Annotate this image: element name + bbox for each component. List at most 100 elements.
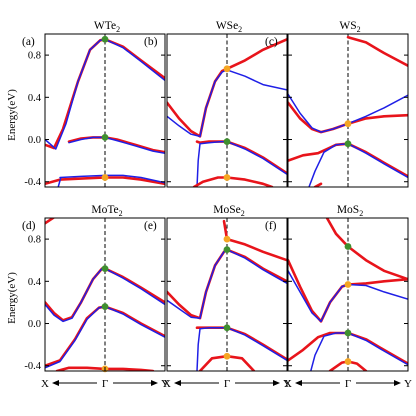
band-line-blue [196,326,287,371]
kpath-arrowhead-left [174,380,181,386]
kpath-label-gamma: Γ [345,378,351,390]
band-line-blue [196,140,287,187]
y-tick-label: 0.4 [28,93,42,104]
panel-title: MoS2 [337,204,363,218]
kpath-label-y: Y [161,378,169,390]
panel-tag: (e) [144,220,157,232]
kpath-label-gamma: Γ [102,378,108,390]
band-line-blue [45,38,165,150]
gamma-marker-green [101,35,109,43]
panel-title-main: MoTe [91,204,118,216]
band-line-blue [288,270,408,323]
panel-4: 0.8 0.4 0.0 -0.4 (d) MoTe2 X Γ Y [22,204,169,390]
gamma-marker-green [344,329,352,337]
band-line-blue [310,332,408,371]
kpath-label-x: X [163,378,171,390]
panel-title-main: WS [339,20,356,32]
gamma-marker-green [223,324,231,332]
y-tick-label: 0.0 [28,135,41,146]
band-line-blue [45,305,165,369]
gamma-marker-orange [223,174,231,181]
panel-tag: (f) [265,220,277,232]
y-tick-label: 0.0 [28,319,41,330]
band-lines [45,37,165,187]
kpath-label-gamma: Γ [224,378,230,390]
kpath-label-x: X [41,378,49,390]
panel-title-sub: 2 [359,209,363,218]
band-line-blue [167,69,287,138]
panel-3: (c) WS2 [265,20,409,188]
kpath-arrowhead-right [394,380,401,386]
gamma-marker-green [344,243,352,250]
gamma-marker-orange [344,120,352,128]
panel-title-sub: 2 [357,25,361,34]
gamma-marker-orange [344,358,352,365]
kpath-arrowhead-left [295,380,302,386]
band-lines [288,35,408,187]
band-line-blue [57,177,62,187]
panel-title: MoSe2 [213,204,244,218]
y-tick-label: 0.8 [28,51,41,62]
band-line-red [195,326,287,361]
gamma-marker-green [223,138,231,146]
band-line-red [192,176,274,187]
panel-title-main: WTe [94,20,116,32]
gamma-marker-green [223,246,231,254]
kpath-arrowhead-right [273,380,280,386]
panel-title-main: WSe [216,20,238,32]
panel-2: (b) WSe2 [144,20,288,188]
band-line-red [45,218,56,225]
y-tick-label: -0.4 [24,177,41,188]
kpath-arrowhead-left [52,380,59,386]
band-line-red [313,182,323,187]
band-line-blue [45,267,165,323]
gamma-marker-orange [101,174,109,181]
y-tick-label: 0.8 [28,235,41,246]
panel-title: WTe2 [94,20,120,34]
panel-title-sub: 2 [238,25,242,34]
gamma-marker-orange [223,235,231,243]
y-tick-label: 0.4 [28,277,42,288]
gamma-marker-green [344,140,352,148]
kpath-label-y: Y [404,378,412,390]
panel-tag: (d) [22,220,36,232]
panel-title-sub: 2 [119,209,123,218]
panel-tag: (c) [265,36,278,48]
panel-6: (f) MoS2 X Γ Y [265,204,412,390]
panel-title: MoTe2 [91,204,122,218]
y-axis-label-top: Energy(eV) [6,89,18,141]
band-line-blue [59,174,165,184]
y-tick-label: -0.4 [24,361,41,372]
panel-5: (e) MoSe2 X Γ Y [144,204,291,390]
gamma-marker-green [101,265,109,273]
panel-1: 0.8 0.4 0.0 -0.4 (a) WTe2 [22,20,166,188]
gamma-marker-green [101,303,109,311]
panel-title-main: MoSe [213,204,240,216]
kpath-label-y: Y [283,378,291,390]
gamma-marker-orange [344,281,352,288]
band-lines [167,219,287,371]
panel-tag: (a) [22,36,35,48]
band-line-red [222,219,287,262]
panel-title-sub: 2 [241,209,245,218]
kpath-label-x: X [284,378,292,390]
band-line-red [195,140,287,175]
panel-tag: (b) [144,36,158,48]
band-line-blue [167,248,287,319]
gamma-marker-green [101,134,109,141]
panel-title: WSe2 [216,20,242,34]
y-axis-label-bottom: Energy(eV) [6,272,18,324]
panel-title-sub: 2 [116,25,120,34]
panel-title-main: MoS [337,204,359,216]
kpath-arrowhead-right [151,380,158,386]
gamma-marker-orange [223,352,231,360]
band-line-red [325,218,408,281]
panel-title: WS2 [339,20,360,34]
band-line-blue [68,136,165,154]
gamma-marker-orange [223,65,231,73]
band-line-red [346,35,408,67]
panels: 0.80.40.0-0.4(a)WTe2(b)WSe2(c)WS20.80.40… [22,20,412,390]
band-line-blue [288,93,408,133]
band-line-blue [308,142,408,187]
